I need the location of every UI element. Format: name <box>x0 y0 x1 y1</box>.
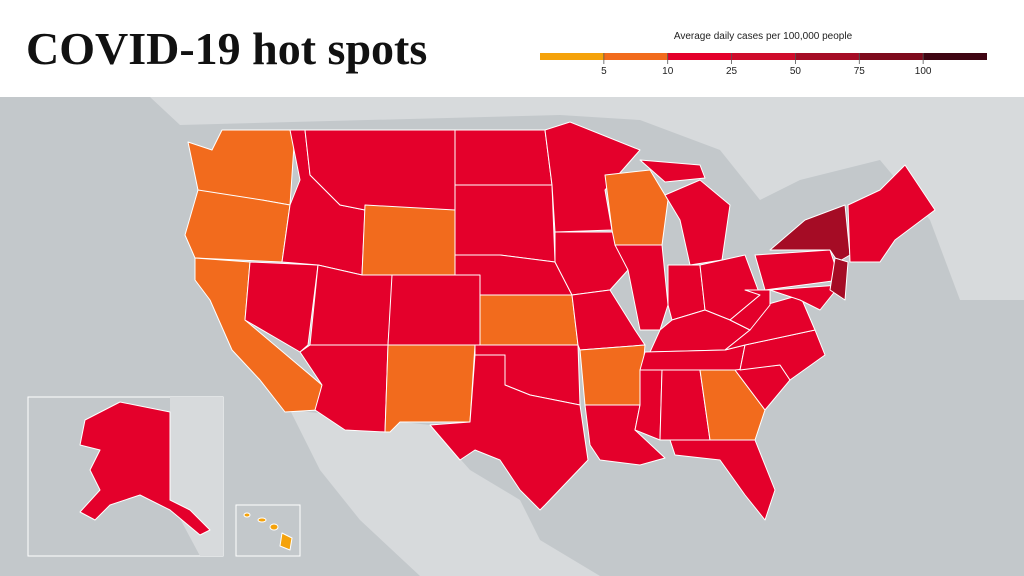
state <box>454 129 553 186</box>
header-bar <box>0 0 1024 97</box>
state <box>384 344 476 433</box>
state <box>699 369 766 441</box>
state <box>544 121 641 233</box>
legend-swatch <box>667 53 732 60</box>
title: COVID-19 hot spots <box>26 23 427 74</box>
states <box>184 121 936 521</box>
legend-tick-label: 75 <box>854 66 866 77</box>
state <box>243 512 251 518</box>
legend-swatch <box>859 53 924 60</box>
legend-swatch <box>603 53 668 60</box>
map <box>0 97 1024 576</box>
state <box>257 517 267 523</box>
state <box>79 401 211 536</box>
state <box>579 344 646 406</box>
mexico <box>290 410 600 576</box>
legend-title: Average daily cases per 100,000 people <box>674 31 853 42</box>
state <box>829 257 849 301</box>
state <box>387 274 481 346</box>
legend-swatch <box>923 53 987 60</box>
state <box>269 523 279 531</box>
state <box>361 204 456 276</box>
state <box>769 284 841 311</box>
state <box>279 532 293 551</box>
state <box>669 439 776 521</box>
state <box>309 264 393 346</box>
legend-swatch <box>795 53 860 60</box>
state <box>429 354 589 511</box>
legend-tick-label: 5 <box>601 66 607 77</box>
legend-tick-label: 25 <box>726 66 738 77</box>
state <box>847 164 936 263</box>
legend: 5 10 25 50 75 100 <box>540 53 987 77</box>
state <box>639 159 706 183</box>
canada <box>0 97 1024 300</box>
state <box>479 294 579 346</box>
legend-tick-label: 10 <box>662 66 674 77</box>
state <box>454 184 556 263</box>
legend-swatch <box>540 53 604 60</box>
legend-swatch <box>731 53 796 60</box>
hawaii <box>243 512 293 551</box>
state <box>634 369 663 441</box>
legend-tick-label: 50 <box>790 66 802 77</box>
legend-tick-label: 100 <box>915 66 932 77</box>
